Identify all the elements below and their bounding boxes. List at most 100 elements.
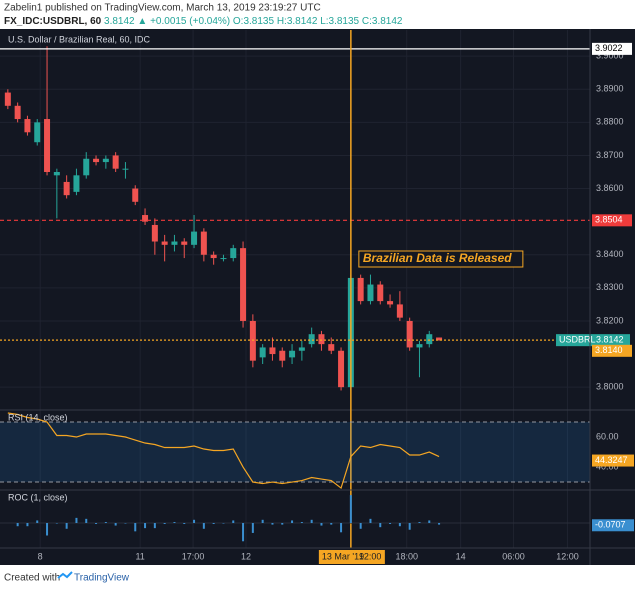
- panel-title: ROC (1, close): [8, 492, 68, 502]
- roc-bar: [144, 523, 147, 529]
- candle-body: [112, 155, 119, 169]
- last-value: 44.3247: [595, 455, 628, 465]
- roc-bar: [379, 523, 382, 528]
- chart-bg: [0, 29, 635, 565]
- roc-bar: [55, 523, 58, 524]
- brand-icon: [57, 571, 73, 579]
- candle-body: [34, 122, 41, 143]
- roc-bar: [251, 523, 254, 533]
- candle-body: [171, 241, 178, 245]
- candle-body: [377, 284, 384, 302]
- x-tick-label: 18:00: [395, 551, 418, 561]
- last-value: -0.0707: [595, 520, 626, 530]
- quote-line: FX_IDC:USDBRL, 60 3.8142 ▲ +0.0015 (+0.0…: [4, 16, 403, 27]
- candle-body: [436, 337, 443, 341]
- quote: 3.8142 ▲ +0.0015 (+0.04%) O:3.8135 H:3.8…: [104, 16, 403, 27]
- roc-bar: [75, 517, 78, 524]
- candle-body: [181, 241, 188, 245]
- candle-body: [298, 347, 305, 351]
- bid-label-box: [592, 344, 632, 357]
- candle-body: [220, 258, 227, 260]
- roc-bar: [340, 523, 343, 533]
- candle-body: [249, 320, 256, 361]
- rsi-line: [7, 412, 440, 490]
- x-tick-label: 11: [135, 551, 144, 561]
- annotation-box: [358, 250, 524, 268]
- roc-bar: [261, 519, 264, 524]
- roc-bar: [330, 523, 333, 525]
- roc-bar: [36, 520, 39, 524]
- candle-body: [230, 248, 237, 259]
- y-tick-label: 60.00: [596, 431, 619, 441]
- candle-body: [210, 254, 217, 259]
- roc-bar: [46, 523, 49, 536]
- candle-body: [161, 241, 168, 245]
- roc-bar: [114, 523, 117, 526]
- price-line-label-box: [592, 214, 632, 227]
- roc-bar: [418, 522, 421, 524]
- y-tick-label: 3.8700: [596, 150, 624, 160]
- candle-body: [338, 350, 345, 388]
- roc-bar: [438, 523, 441, 525]
- roc-bar: [349, 495, 352, 524]
- cursor-box: [318, 550, 385, 564]
- symbol: FX_IDC:USDBRL, 60: [4, 16, 102, 27]
- candle-body: [416, 344, 423, 348]
- candle-body: [426, 334, 433, 345]
- roc-bar: [398, 523, 401, 527]
- y-tick-label: 3.8000: [596, 382, 624, 392]
- candle-body: [269, 347, 276, 355]
- y-tick-label: 3.8400: [596, 249, 624, 259]
- candle-body: [4, 92, 11, 106]
- candle-body: [367, 284, 374, 302]
- roc-bar: [134, 523, 137, 532]
- candle-body: [73, 175, 80, 192]
- roc-bar: [153, 523, 156, 529]
- candle-body: [93, 158, 100, 163]
- candle-body: [259, 347, 266, 358]
- roc-bar: [104, 522, 107, 524]
- price-line-label: 3.9022: [595, 43, 623, 53]
- candle-body: [44, 119, 51, 173]
- roc-bar: [202, 523, 205, 529]
- candle-body: [279, 350, 286, 361]
- roc-bar: [320, 523, 323, 526]
- candle-body: [396, 304, 403, 318]
- price-line-label-box: [592, 42, 632, 55]
- last-value-box: [592, 519, 634, 532]
- y-tick-label: 3.8900: [596, 84, 624, 94]
- x-tick-label: 12:00: [556, 551, 579, 561]
- candle-body: [240, 248, 247, 321]
- roc-bar: [310, 519, 313, 524]
- annotation: Brazilian Data is Released: [363, 251, 512, 265]
- roc-bar: [163, 523, 166, 524]
- roc-bar: [26, 523, 29, 527]
- candle-body: [63, 181, 70, 196]
- candle-body: [14, 105, 21, 120]
- roc-bar: [16, 523, 19, 527]
- candle-body: [318, 334, 325, 345]
- candle-body: [132, 188, 139, 202]
- roc-bar: [193, 519, 196, 524]
- candle-body: [83, 158, 90, 176]
- publisher: Zabelin1 published on TradingView.com, M…: [4, 3, 321, 14]
- roc-bar: [95, 523, 98, 524]
- candle-body: [24, 119, 31, 133]
- candle-body: [387, 301, 394, 305]
- roc-bar: [271, 523, 274, 525]
- roc-bar: [124, 523, 127, 524]
- roc-bar: [212, 523, 215, 524]
- roc-bar: [369, 518, 372, 524]
- roc-bar: [428, 520, 431, 524]
- candle-body: [122, 168, 129, 170]
- roc-bar: [281, 523, 284, 525]
- brand: TradingView: [74, 573, 130, 584]
- roc-bar: [222, 523, 225, 524]
- candle-body: [308, 334, 315, 345]
- y-tick-label: 3.8600: [596, 183, 624, 193]
- cursor-time: 12:00: [359, 551, 382, 561]
- candle-body: [53, 172, 60, 176]
- x-tick-label: 8: [38, 551, 43, 561]
- candle-body: [191, 231, 198, 245]
